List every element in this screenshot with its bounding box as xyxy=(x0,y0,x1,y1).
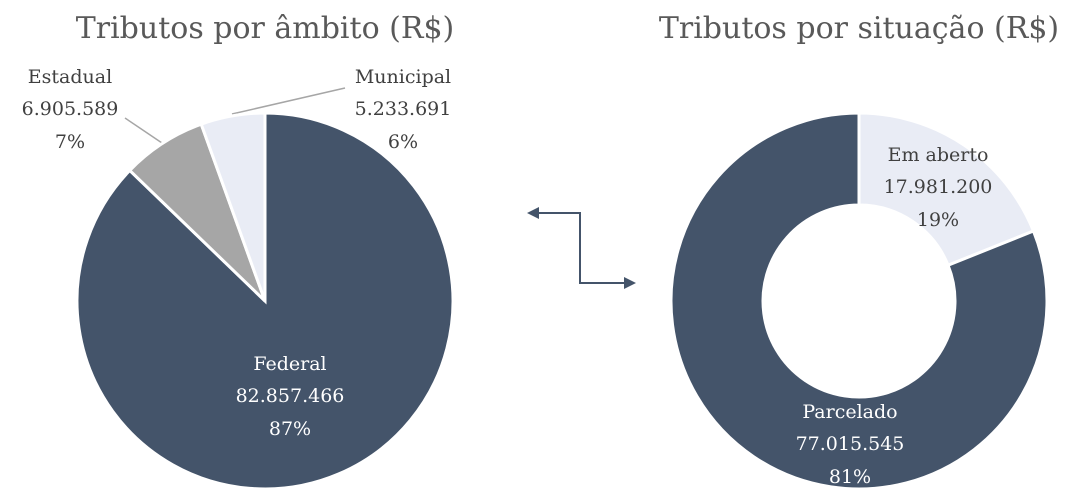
chart-title: Tributos por situação (R$) xyxy=(659,11,1059,46)
percent-label: 81% xyxy=(829,466,871,488)
slice-label: Parcelado xyxy=(802,401,897,423)
value-label: 5.233.691 xyxy=(355,98,452,120)
slice-label: Em aberto xyxy=(888,144,989,166)
slice-label: Municipal xyxy=(355,66,451,88)
percent-label: 7% xyxy=(55,131,85,153)
value-label: 82.857.466 xyxy=(236,385,345,407)
percent-label: 87% xyxy=(269,418,311,440)
leader-line xyxy=(124,117,163,144)
slice xyxy=(669,111,1049,491)
leader-line xyxy=(231,87,346,115)
slice-label: Federal xyxy=(253,353,326,375)
slice-label: Estadual xyxy=(28,66,112,88)
value-label: 6.905.589 xyxy=(22,98,119,120)
arrow-head xyxy=(527,207,539,219)
percent-label: 6% xyxy=(388,131,418,153)
value-label: 77.015.545 xyxy=(796,433,905,455)
value-label: 17.981.200 xyxy=(884,176,993,198)
arrows xyxy=(527,207,636,289)
percent-label: 19% xyxy=(917,209,959,231)
chart-title: Tributos por âmbito (R$) xyxy=(76,11,455,46)
slice xyxy=(857,111,1036,268)
arrow-head xyxy=(624,277,636,289)
slice xyxy=(199,111,267,302)
connector xyxy=(536,212,626,284)
